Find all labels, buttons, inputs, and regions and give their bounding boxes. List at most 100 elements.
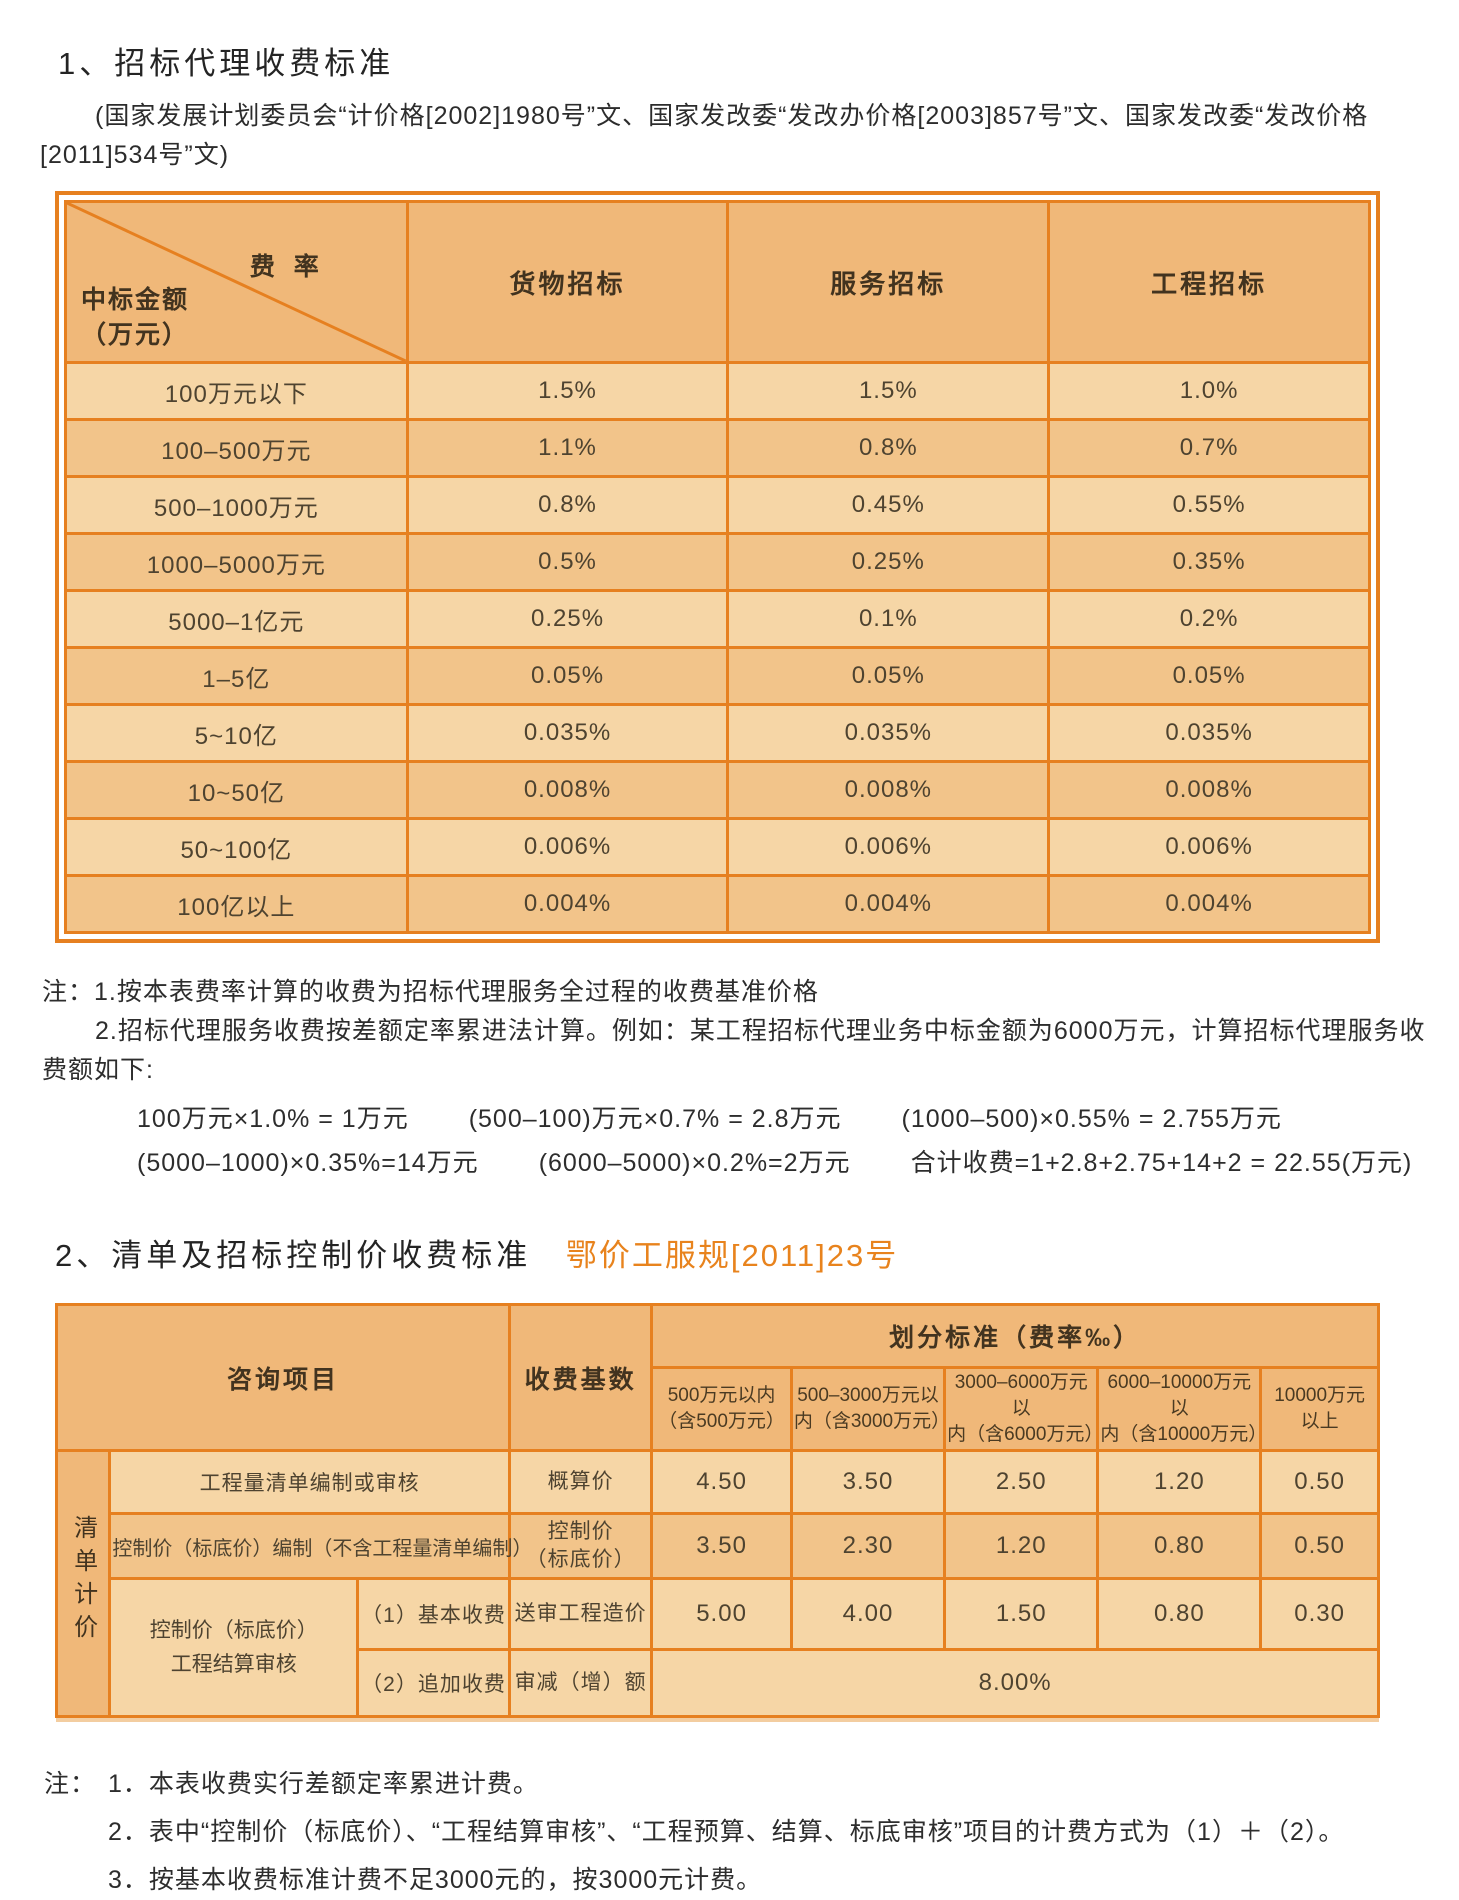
table1-row: 10~50亿 0.008% 0.008% 0.008%	[64, 760, 1371, 820]
fee-base-cell: 审减（增）额	[507, 1648, 654, 1718]
table2-col-consulting-project: 咨询项目	[55, 1303, 511, 1452]
rate-cell: 1.50	[943, 1577, 1100, 1651]
rate-cell: 0.30	[1259, 1577, 1380, 1651]
group-label-list-pricing: 清单计价	[54, 1449, 112, 1718]
rate-cell: 0.1%	[726, 589, 1051, 649]
table1-header-row: 费 率 中标金额 （万元） 货物招标 服务招标 工程招标	[64, 200, 1371, 364]
table1-col-service-bidding: 服务招标	[726, 200, 1051, 364]
table2-col-division-standard: 划分标准（费率‰）	[650, 1303, 1380, 1369]
note-item: 1．本表收费实行差额定率累进计费。	[108, 1770, 539, 1798]
rate-cell: 1.1%	[405, 418, 730, 478]
rate-cell: 0.008%	[405, 760, 730, 820]
rate-cell: 0.80	[1096, 1577, 1263, 1651]
rate-cell: 4.50	[650, 1449, 793, 1515]
note-item: 2．表中“控制价（标底价）、“工程结算审核”、“工程预算、结算、标底审核”项目的…	[108, 1818, 1345, 1846]
rate-cell: 0.55%	[1047, 475, 1371, 535]
rate-cell: 3.50	[789, 1449, 947, 1515]
rate-cell: 0.035%	[726, 703, 1051, 763]
rate-cell: 0.004%	[1047, 874, 1371, 934]
amount-range-cell: 1–5亿	[64, 646, 409, 706]
fee-base-cell: 送审工程造价	[507, 1577, 654, 1651]
rate-cell: 0.35%	[1047, 532, 1371, 592]
rate-cell: 0.006%	[726, 817, 1051, 877]
rate-cell: 0.035%	[1047, 703, 1371, 763]
rate-cell: 0.25%	[726, 532, 1051, 592]
rate-cell: 0.006%	[405, 817, 730, 877]
section2-title: 2、清单及招标控制价收费标准 鄂价工服规[2011]23号	[55, 1230, 1459, 1275]
rate-cell: 0.035%	[405, 703, 730, 763]
merged-rate-cell: 8.00%	[650, 1648, 1380, 1718]
rate-cell: 3.50	[650, 1512, 793, 1580]
rate-cell: 4.00	[789, 1577, 947, 1651]
table1-col-goods-bidding: 货物招标	[405, 200, 730, 364]
table1-frame: 费 率 中标金额 （万元） 货物招标 服务招标 工程招标 100万元以下 1.5%…	[55, 191, 1380, 943]
rate-cell: 0.05%	[726, 646, 1051, 706]
notes-list: 1．本表收费实行差额定率累进计费。 2．表中“控制价（标底价）、“工程结算审核”…	[96, 1764, 1344, 1900]
range-3000-6000: 3000–6000万元以 内（含6000万元）	[943, 1366, 1103, 1452]
section1-title: 1、招标代理收费标准	[58, 46, 395, 81]
corner-label-bid-amount: 中标金额 （万元）	[81, 286, 190, 349]
amount-range-cell: 100亿以上	[64, 874, 409, 934]
section2-notes: 注： 1．本表收费实行差额定率累进计费。 2．表中“控制价（标底价）、“工程结算…	[44, 1764, 1419, 1900]
table1-row: 100亿以上 0.004% 0.004% 0.004%	[64, 874, 1371, 934]
project-cell: 控制价（标底价）编制（不含工程量清单编制）	[108, 1512, 532, 1580]
range-6000-10000: 6000–10000万元以 内（含10000万元）	[1096, 1366, 1267, 1452]
amount-range-cell: 5~10亿	[64, 703, 409, 763]
rate-cell: 0.008%	[726, 760, 1051, 820]
table2-row-boq: 清单计价 工程量清单编制或审核 概算价 4.50 3.50 2.50 1.20 …	[54, 1449, 1380, 1718]
table1-row: 100–500万元 1.1% 0.8% 0.7%	[64, 418, 1371, 478]
rate-cell: 0.8%	[726, 418, 1051, 478]
section2-title-text: 2、清单及招标控制价收费标准	[55, 1238, 532, 1273]
rate-cell: 0.004%	[405, 874, 730, 934]
table2-row-control-price: 控制价（标底价）编制（不含工程量清单编制） 控制价 （标底价） 3.50 2.3…	[57, 1512, 1380, 1580]
rate-cell: 0.05%	[405, 646, 730, 706]
table1-row: 1000–5000万元 0.5% 0.25% 0.35%	[64, 532, 1371, 592]
rate-cell: 0.45%	[726, 475, 1051, 535]
rate-cell: 1.5%	[405, 361, 730, 421]
rate-cell: 1.0%	[1047, 361, 1371, 421]
calc-item: (1000–500)×0.55% = 2.755万元	[901, 1105, 1282, 1133]
rate-cell: 0.7%	[1047, 418, 1371, 478]
table1-row: 5~10亿 0.035% 0.035% 0.035%	[64, 703, 1371, 763]
note-line-1: 注：1.按本表费率计算的收费为招标代理服务全过程的收费基准价格	[42, 978, 819, 1006]
rate-cell: 0.25%	[405, 589, 730, 649]
calculation-row-2: (5000–1000)×0.35%=14万元 (6000–5000)×0.2%=…	[137, 1146, 1419, 1180]
rate-cell: 0.50	[1259, 1512, 1380, 1580]
table1-row: 500–1000万元 0.8% 0.45% 0.55%	[64, 475, 1371, 535]
table1-agency-fee-rates: 费 率 中标金额 （万元） 货物招标 服务招标 工程招标 100万元以下 1.5%…	[64, 200, 1371, 934]
rate-cell: 0.5%	[405, 532, 730, 592]
sub-item-cell: （2）追加收费	[356, 1648, 511, 1718]
section2-doc-number: 鄂价工服规[2011]23号	[565, 1238, 899, 1273]
table2-row-additional-fee: （2）追加收费 审减（增）额 8.00%	[57, 1648, 1380, 1718]
amount-range-cell: 10~50亿	[64, 760, 409, 820]
table1-col-engineering-bidding: 工程招标	[1047, 200, 1371, 364]
section1-notes: 注：1.按本表费率计算的收费为招标代理服务全过程的收费基准价格 2.招标代理服务…	[42, 973, 1424, 1180]
rate-cell: 1.20	[1096, 1449, 1263, 1515]
calc-item: (6000–5000)×0.2%=2万元	[538, 1149, 851, 1177]
fee-base-cell: 概算价	[507, 1449, 654, 1515]
rate-cell: 1.5%	[726, 361, 1051, 421]
rate-cell: 2.30	[789, 1512, 947, 1580]
table1-corner-cell: 费 率 中标金额 （万元）	[64, 200, 409, 364]
rate-cell: 0.004%	[726, 874, 1051, 934]
rate-cell: 0.8%	[405, 475, 730, 535]
diagonal-divider-line	[67, 203, 406, 361]
table2-header-row-1: 咨询项目 收费基数 划分标准（费率‰）	[55, 1303, 1380, 1452]
amount-range-cell: 500–1000万元	[64, 475, 409, 535]
fee-base-cell: 控制价 （标底价）	[507, 1512, 654, 1580]
rate-cell: 0.008%	[1047, 760, 1371, 820]
calc-item: (500–100)万元×0.7% = 2.8万元	[468, 1105, 842, 1133]
amount-range-cell: 100万元以下	[64, 361, 409, 421]
table1-row: 100万元以下 1.5% 1.5% 1.0%	[64, 361, 1371, 421]
amount-range-cell: 50~100亿	[64, 817, 409, 877]
amount-range-cell: 1000–5000万元	[64, 532, 409, 592]
section1-subtitle: (国家发展计划委员会“计价格[2002]1980号”文、国家发改委“发改办价格[…	[40, 102, 1369, 169]
range-500-3000: 500–3000万元以 内（含3000万元）	[789, 1366, 950, 1452]
rate-cell: 0.05%	[1047, 646, 1371, 706]
calc-item: (5000–1000)×0.35%=14万元	[137, 1149, 479, 1177]
table2-header-row-2: 500万元以内 （含500万元） 500–3000万元以 内（含3000万元） …	[57, 1366, 1380, 1452]
calculation-row-1: 100万元×1.0% = 1万元 (500–100)万元×0.7% = 2.8万…	[137, 1102, 1419, 1136]
rate-cell: 2.50	[943, 1449, 1100, 1515]
rate-cell: 1.20	[943, 1512, 1100, 1580]
